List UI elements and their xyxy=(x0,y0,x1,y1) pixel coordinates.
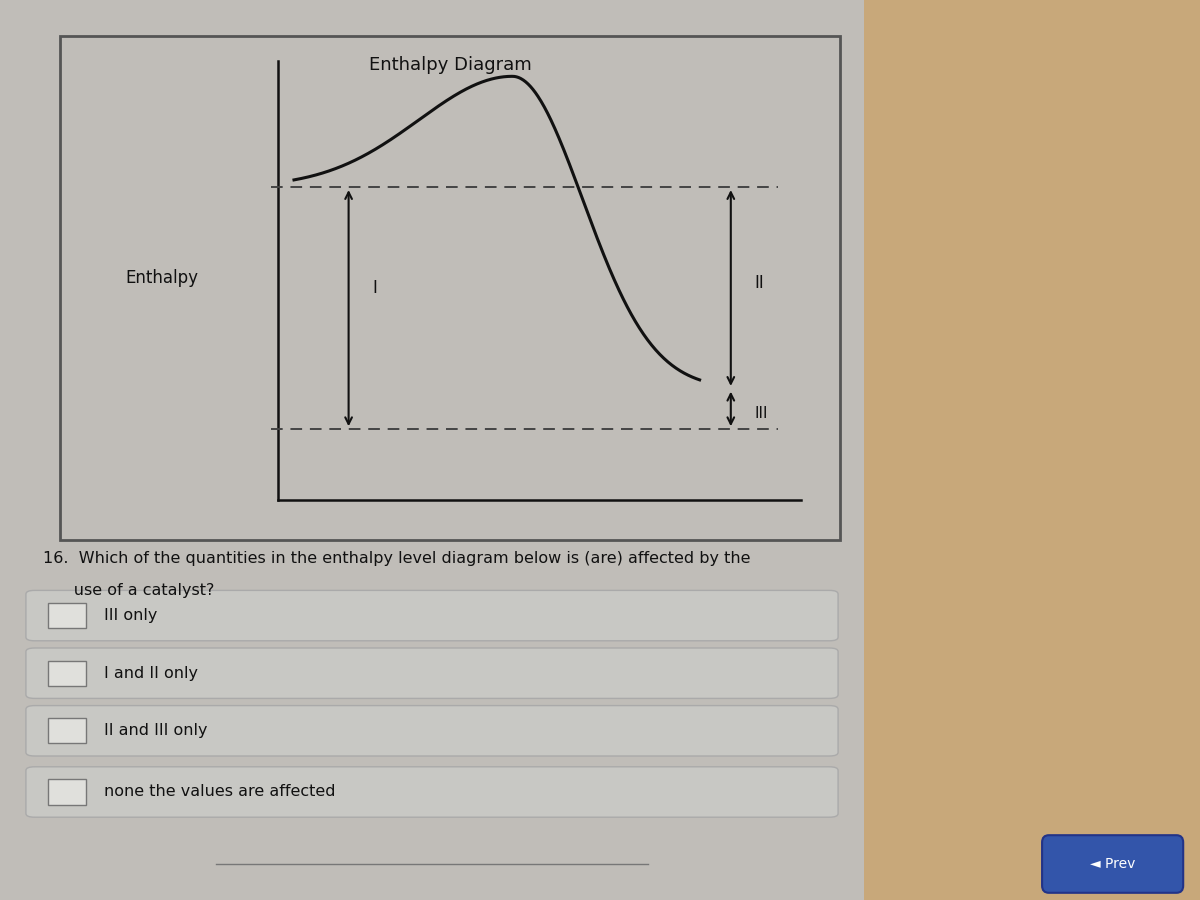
Text: II: II xyxy=(755,274,764,292)
Text: III: III xyxy=(755,407,768,421)
FancyBboxPatch shape xyxy=(1042,835,1183,893)
Bar xyxy=(48,661,86,686)
Text: Enthalpy: Enthalpy xyxy=(125,269,198,287)
Bar xyxy=(48,779,86,805)
Text: III only: III only xyxy=(103,608,157,623)
Text: 16.  Which of the quantities in the enthalpy level diagram below is (are) affect: 16. Which of the quantities in the entha… xyxy=(43,551,751,566)
Text: I: I xyxy=(372,279,377,297)
FancyBboxPatch shape xyxy=(26,590,838,641)
FancyBboxPatch shape xyxy=(26,767,838,817)
Text: ◄ Prev: ◄ Prev xyxy=(1090,857,1135,871)
Bar xyxy=(0,0,864,900)
Text: none the values are affected: none the values are affected xyxy=(103,785,335,799)
Bar xyxy=(48,603,86,628)
Text: use of a catalyst?: use of a catalyst? xyxy=(43,583,215,599)
Bar xyxy=(48,718,86,743)
Text: II and III only: II and III only xyxy=(103,724,208,738)
FancyBboxPatch shape xyxy=(26,648,838,698)
Text: I and II only: I and II only xyxy=(103,666,198,680)
Text: Enthalpy Diagram: Enthalpy Diagram xyxy=(368,56,532,74)
FancyBboxPatch shape xyxy=(26,706,838,756)
Bar xyxy=(864,0,1200,900)
